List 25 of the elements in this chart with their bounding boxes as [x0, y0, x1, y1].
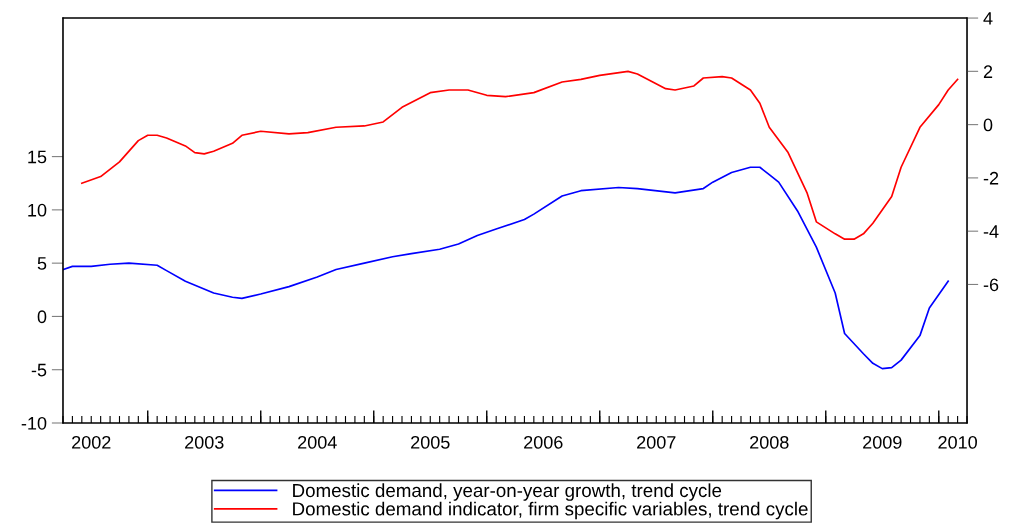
x-tick-label: 2004 — [298, 435, 337, 449]
line-series — [80, 70, 959, 241]
x-tick-label: 2006 — [524, 435, 563, 449]
y2-tick-label: -2 — [983, 171, 999, 185]
legend-label: Domestic demand, year-on-year growth, trend cycle — [293, 483, 722, 501]
x-tick-label: 2007 — [637, 435, 676, 449]
legend-label: Domestic demand indicator, firm specific variables, trend cycle — [293, 501, 808, 520]
y-tick-label: 5 — [37, 257, 47, 270]
x-tick-label: 2005 — [411, 435, 450, 449]
x-tick-label: 2002 — [72, 435, 111, 449]
y-tick-label: -10 — [21, 416, 47, 430]
x-tick-label: 2010 — [938, 435, 977, 449]
x-tick-label: 2009 — [863, 435, 902, 449]
y2-tick-label: 0 — [983, 118, 993, 132]
y2-tick-label: -4 — [983, 225, 999, 238]
y2-tick-label: 2 — [983, 65, 993, 78]
y2-tick-label: 4 — [983, 12, 993, 25]
y2-tick-label: -6 — [983, 278, 999, 292]
y-tick-label: -5 — [31, 363, 47, 377]
y-tick-label: 0 — [37, 310, 47, 324]
y-tick-label: 10 — [28, 203, 47, 217]
line-series — [62, 166, 950, 370]
x-tick-label: 2003 — [185, 435, 224, 449]
x-tick-label: 2008 — [750, 435, 789, 449]
y-tick-label: 15 — [28, 150, 47, 164]
